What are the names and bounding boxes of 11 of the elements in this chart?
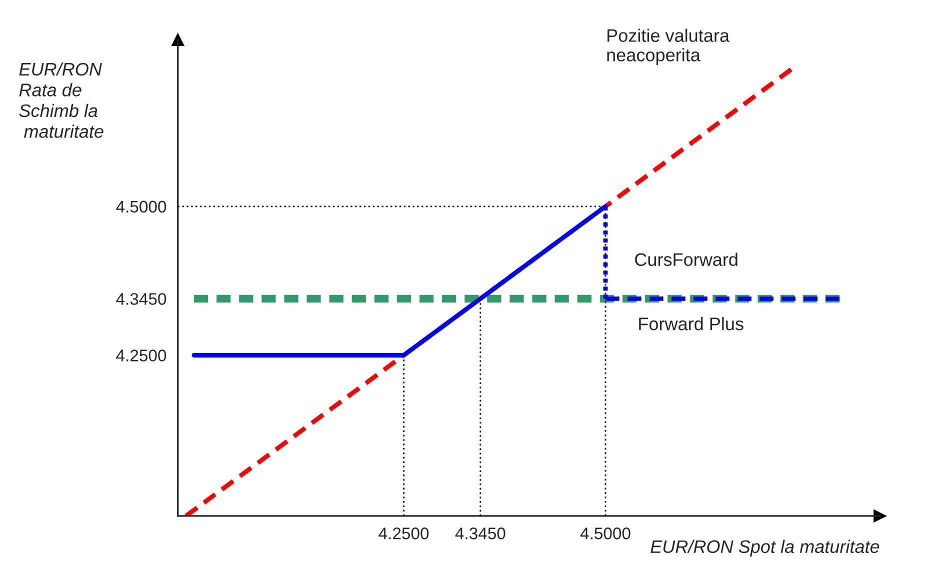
x-axis-title: EUR/RON Spot la maturitate <box>650 540 880 557</box>
annotation: Pozitie valutara neacoperita <box>607 28 730 65</box>
y-tick-label: 4.5000 <box>116 200 166 213</box>
y-tick-label: 4.2500 <box>116 350 166 362</box>
y-axis-title: EUR/RON Rata de Schimb la maturitate <box>19 62 104 138</box>
y-tick-label: 4.3450 <box>116 293 166 305</box>
x-tick-label: 4.2500 <box>378 528 429 540</box>
annotation: CursForward <box>635 252 738 266</box>
annotation: Forward Plus <box>639 317 744 330</box>
x-tick-label: 4.5000 <box>580 528 630 540</box>
x-tick-label: 4.3450 <box>455 528 506 540</box>
